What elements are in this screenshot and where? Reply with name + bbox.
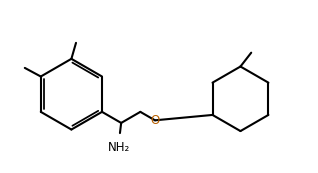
Text: NH₂: NH₂ xyxy=(107,141,130,154)
Text: O: O xyxy=(150,114,160,127)
